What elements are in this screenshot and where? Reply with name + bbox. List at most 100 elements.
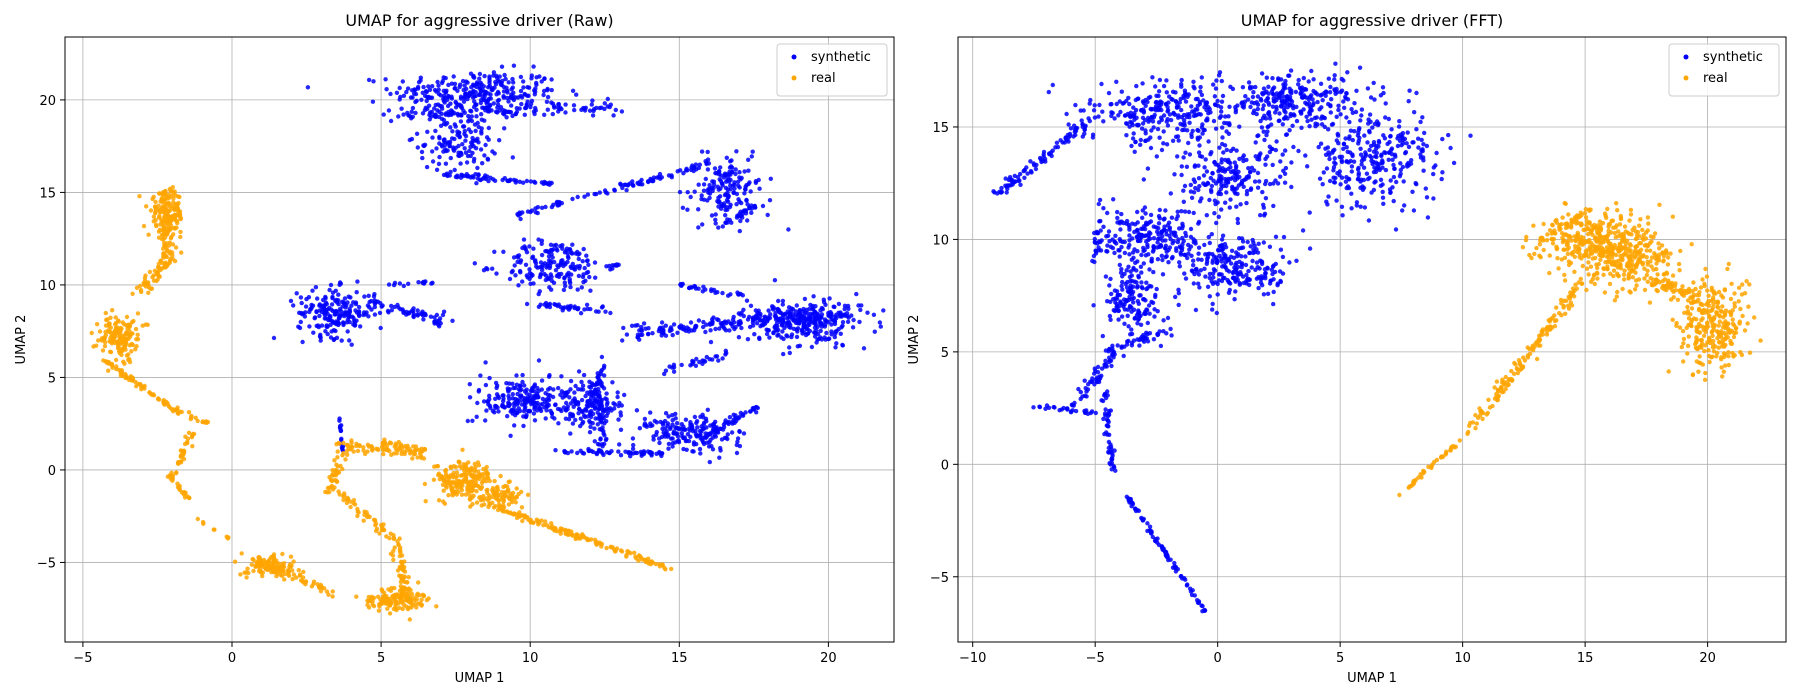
scatter-point-synthetic bbox=[722, 192, 728, 198]
scatter-point-synthetic bbox=[694, 419, 700, 424]
scatter-point-synthetic bbox=[517, 179, 522, 184]
scatter-point-synthetic bbox=[531, 64, 536, 69]
scatter-point-synthetic bbox=[1383, 167, 1389, 173]
scatter-point-synthetic bbox=[716, 169, 722, 174]
scatter-point-synthetic bbox=[354, 290, 359, 295]
scatter-point-real bbox=[166, 403, 171, 408]
scatter-point-real bbox=[520, 518, 525, 524]
scatter-point-synthetic bbox=[575, 402, 581, 407]
scatter-point-synthetic bbox=[686, 438, 692, 444]
scatter-point-synthetic bbox=[528, 104, 533, 110]
scatter-point-real bbox=[373, 528, 379, 534]
scatter-point-synthetic bbox=[421, 279, 426, 285]
scatter-point-synthetic bbox=[1299, 111, 1304, 116]
scatter-point-synthetic bbox=[677, 324, 682, 330]
scatter-point-synthetic bbox=[1141, 109, 1147, 114]
scatter-point-real bbox=[394, 599, 399, 604]
scatter-point-synthetic bbox=[713, 326, 718, 332]
scatter-point-synthetic bbox=[1386, 157, 1391, 162]
scatter-point-real bbox=[270, 561, 276, 567]
scatter-point-synthetic bbox=[651, 175, 657, 180]
scatter-point-synthetic bbox=[709, 444, 714, 449]
scatter-point-synthetic bbox=[800, 331, 805, 336]
scatter-point-synthetic bbox=[510, 409, 515, 414]
scatter-point-real bbox=[156, 261, 161, 267]
scatter-point-synthetic bbox=[794, 334, 800, 340]
scatter-point-synthetic bbox=[296, 324, 301, 329]
scatter-point-synthetic bbox=[585, 269, 591, 275]
scatter-point-synthetic bbox=[1108, 102, 1113, 107]
scatter-point-synthetic bbox=[473, 172, 478, 177]
scatter-point-real bbox=[506, 479, 511, 485]
scatter-point-synthetic bbox=[570, 421, 576, 426]
scatter-point-synthetic bbox=[549, 252, 554, 257]
scatter-point-synthetic bbox=[1262, 137, 1267, 143]
scatter-point-real bbox=[103, 359, 108, 364]
scatter-point-synthetic bbox=[583, 407, 588, 412]
scatter-point-real bbox=[172, 212, 178, 217]
scatter-point-synthetic bbox=[568, 284, 573, 290]
scatter-point-synthetic bbox=[718, 426, 723, 431]
scatter-point-synthetic bbox=[1304, 95, 1309, 100]
scatter-point-synthetic bbox=[666, 441, 672, 447]
scatter-point-synthetic bbox=[483, 382, 489, 388]
scatter-point-synthetic bbox=[484, 266, 489, 271]
scatter-point-real bbox=[282, 577, 287, 582]
scatter-point-synthetic bbox=[720, 224, 725, 229]
scatter-point-synthetic bbox=[384, 87, 389, 92]
scatter-point-real bbox=[463, 462, 469, 467]
scatter-point-synthetic bbox=[616, 417, 621, 422]
scatter-point-synthetic bbox=[1153, 84, 1158, 89]
scatter-point-synthetic bbox=[345, 329, 350, 334]
scatter-point-real bbox=[379, 522, 384, 528]
scatter-point-synthetic bbox=[1349, 191, 1354, 196]
scatter-point-real bbox=[391, 557, 396, 563]
scatter-point-real bbox=[419, 455, 424, 461]
scatter-point-synthetic bbox=[416, 280, 421, 285]
scatter-point-synthetic bbox=[776, 317, 781, 323]
scatter-point-synthetic bbox=[659, 453, 664, 459]
scatter-point-synthetic bbox=[394, 90, 400, 96]
scatter-point-synthetic bbox=[704, 425, 709, 430]
scatter-point-synthetic bbox=[1161, 141, 1166, 146]
scatter-point-synthetic bbox=[1266, 111, 1271, 116]
scatter-point-synthetic bbox=[539, 238, 545, 243]
scatter-point-synthetic bbox=[504, 381, 509, 386]
scatter-point-synthetic bbox=[805, 326, 810, 332]
scatter-point-synthetic bbox=[522, 383, 527, 388]
scatter-point-synthetic bbox=[534, 75, 539, 80]
scatter-point-synthetic bbox=[566, 255, 571, 261]
scatter-point-synthetic bbox=[568, 378, 574, 384]
scatter-point-synthetic bbox=[730, 317, 736, 322]
scatter-point-synthetic bbox=[1203, 157, 1208, 162]
scatter-point-synthetic bbox=[537, 289, 542, 294]
scatter-point-synthetic bbox=[751, 317, 756, 322]
scatter-point-synthetic bbox=[488, 175, 493, 180]
scatter-point-synthetic bbox=[648, 421, 653, 426]
scatter-point-synthetic bbox=[511, 80, 516, 85]
scatter-point-synthetic bbox=[1364, 171, 1370, 176]
scatter-point-synthetic bbox=[535, 265, 540, 270]
scatter-point-synthetic bbox=[1148, 145, 1154, 151]
scatter-point-real bbox=[459, 487, 465, 493]
scatter-point-synthetic bbox=[1375, 162, 1380, 167]
scatter-point-synthetic bbox=[291, 303, 296, 308]
scatter-point-real bbox=[343, 457, 348, 462]
scatter-point-synthetic bbox=[602, 441, 607, 447]
scatter-point-synthetic bbox=[780, 322, 785, 327]
scatter-point-synthetic bbox=[600, 450, 605, 456]
scatter-point-synthetic bbox=[780, 298, 786, 304]
scatter-point-real bbox=[387, 448, 392, 454]
scatter-point-synthetic bbox=[300, 339, 305, 345]
scatter-point-synthetic bbox=[713, 221, 718, 226]
scatter-point-synthetic bbox=[807, 316, 812, 321]
scatter-point-synthetic bbox=[641, 449, 647, 454]
scatter-point-real bbox=[131, 318, 136, 324]
scatter-point-real bbox=[205, 419, 211, 425]
scatter-point-synthetic bbox=[478, 373, 483, 378]
scatter-point-synthetic bbox=[1274, 104, 1279, 110]
scatter-point-synthetic bbox=[1326, 101, 1331, 107]
scatter-point-synthetic bbox=[487, 83, 492, 89]
scatter-point-synthetic bbox=[576, 256, 581, 262]
scatter-point-synthetic bbox=[1406, 144, 1412, 150]
